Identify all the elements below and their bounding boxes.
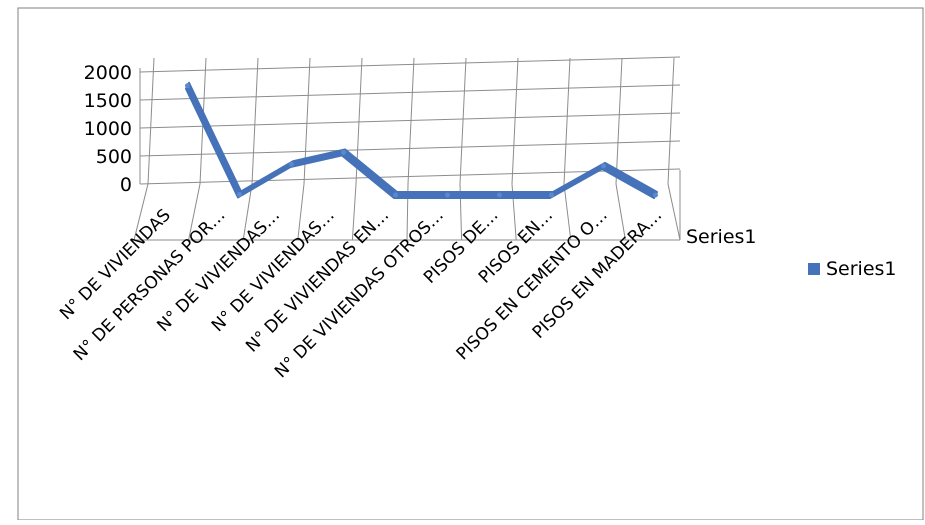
data-point xyxy=(549,192,554,198)
legend-label: Series1 xyxy=(826,258,897,280)
floor-gridline xyxy=(297,183,305,241)
data-point xyxy=(445,192,450,198)
gridline-vertical xyxy=(147,57,155,185)
y-tick-label: 500 xyxy=(96,146,132,168)
data-point xyxy=(497,192,502,198)
data-point xyxy=(185,83,190,89)
gridline-vertical xyxy=(407,57,415,185)
data-point xyxy=(653,192,658,198)
series-layer xyxy=(185,81,658,199)
floor-gridline xyxy=(615,183,626,241)
gridline-vertical xyxy=(459,57,467,185)
gridline-vertical xyxy=(511,57,519,185)
y-tick-label: 1500 xyxy=(84,90,132,112)
data-point xyxy=(393,192,398,198)
floor-gridline xyxy=(188,183,201,241)
data-point xyxy=(341,149,346,155)
floor-gridline xyxy=(242,183,253,241)
gridline-vertical xyxy=(251,57,259,185)
floor-gridline xyxy=(133,183,149,241)
floor-gridline xyxy=(351,183,357,241)
gridline-vertical xyxy=(615,57,623,185)
data-point xyxy=(237,191,242,197)
y-tick-label: 2000 xyxy=(84,62,132,84)
gridline-vertical xyxy=(667,57,675,185)
depth-axis-label: Series1 xyxy=(686,226,757,248)
y-axis-tick-labels: 0 500 1000 1500 2000 xyxy=(84,62,132,196)
data-point xyxy=(289,161,294,167)
gridline-horizontal xyxy=(139,84,681,101)
chart-border xyxy=(17,7,924,521)
gridline-horizontal xyxy=(139,112,681,129)
series-ribbon xyxy=(185,81,658,199)
y-tick-label: 0 xyxy=(120,174,132,196)
legend: Series1 xyxy=(808,258,897,280)
floor-gridline xyxy=(667,183,681,241)
gridline-horizontal xyxy=(139,56,681,73)
data-point xyxy=(601,163,606,169)
gridline-vertical xyxy=(563,57,571,185)
y-tick-label: 1000 xyxy=(84,118,132,140)
legend-swatch xyxy=(808,263,820,275)
floor-gridline xyxy=(563,183,572,241)
